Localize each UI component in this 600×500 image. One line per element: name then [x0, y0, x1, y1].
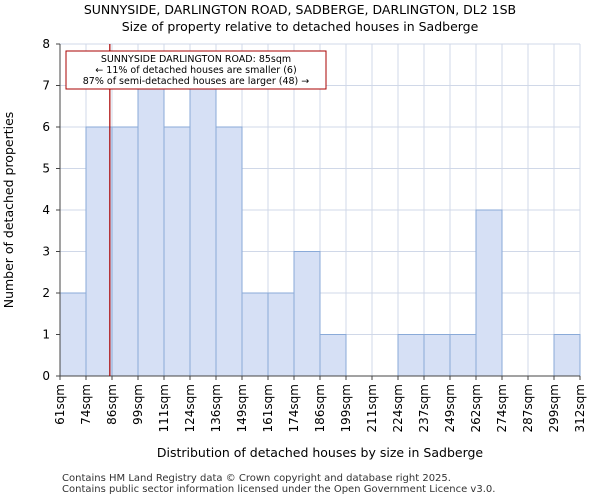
- x-tick-label: 99sqm: [131, 384, 145, 425]
- y-tick-label: 7: [42, 79, 50, 93]
- annotation-line-2: ← 11% of detached houses are smaller (6): [95, 65, 296, 76]
- x-tick-label: 211sqm: [365, 384, 379, 432]
- bars: [59, 85, 581, 377]
- x-tick-label: 249sqm: [443, 384, 457, 432]
- bar: [189, 85, 217, 377]
- footer-line-1: Contains HM Land Registry data © Crown c…: [62, 473, 451, 484]
- bar: [397, 334, 425, 377]
- y-tick-label: 2: [42, 286, 50, 300]
- bar: [293, 251, 321, 377]
- x-tick-label: 174sqm: [287, 384, 301, 432]
- x-tick-label: 136sqm: [209, 384, 223, 432]
- x-tick-label: 224sqm: [391, 384, 405, 432]
- y-tick-label: 8: [42, 37, 50, 51]
- bar: [215, 126, 243, 377]
- bar: [85, 126, 113, 377]
- bar: [111, 126, 139, 377]
- bar: [163, 126, 191, 377]
- bar: [267, 292, 295, 377]
- x-tick-label: 274sqm: [495, 384, 509, 432]
- x-tick-label: 186sqm: [313, 384, 327, 432]
- x-tick-label: 237sqm: [417, 384, 431, 432]
- y-tick-label: 5: [42, 162, 50, 176]
- y-tick-labels: 0 1 2 3 4 5 6 7 8: [42, 37, 50, 383]
- y-axis-label: Number of detached properties: [1, 112, 16, 309]
- bar: [449, 334, 477, 377]
- bar: [423, 334, 451, 377]
- x-tick-label: 287sqm: [521, 384, 535, 432]
- x-tick-label: 61sqm: [53, 384, 67, 425]
- x-tick-label: 299sqm: [547, 384, 561, 432]
- y-tick-label: 3: [42, 245, 50, 259]
- x-axis-label: Distribution of detached houses by size …: [157, 445, 484, 460]
- y-tick-label: 0: [42, 369, 50, 383]
- y-tick-label: 4: [42, 203, 50, 217]
- annotation-rect: [65, 50, 327, 90]
- x-tick-label: 149sqm: [235, 384, 249, 432]
- x-tick-label: 199sqm: [339, 384, 353, 432]
- y-tick-label: 6: [42, 120, 50, 134]
- y-tick-label: 1: [42, 328, 50, 342]
- x-tick-label: 86sqm: [105, 384, 119, 425]
- x-tick-label: 262sqm: [469, 384, 483, 432]
- x-tick-labels: 61sqm 74sqm 86sqm 99sqm 111sqm 124sqm 136sqm 14…: [53, 384, 587, 432]
- bar: [553, 334, 581, 377]
- x-tick-label: 161sqm: [261, 384, 275, 432]
- bar: [137, 85, 165, 377]
- annotation-box: SUNNYSIDE DARLINGTON ROAD: 85sqm ← 11% o…: [65, 50, 327, 90]
- x-tick-label: 312sqm: [573, 384, 587, 432]
- chart-subtitle: Size of property relative to detached ho…: [121, 19, 479, 34]
- axes: [56, 43, 581, 380]
- chart-title: SUNNYSIDE, DARLINGTON ROAD, SADBERGE, DA…: [83, 2, 517, 17]
- bar: [59, 292, 87, 377]
- annotation-line-3: 87% of semi-detached houses are larger (…: [83, 76, 310, 87]
- x-tick-label: 111sqm: [157, 384, 171, 432]
- annotation-line-1: SUNNYSIDE DARLINGTON ROAD: 85sqm: [101, 54, 291, 65]
- bar: [241, 292, 269, 377]
- footer-line-2: Contains public sector information licen…: [62, 484, 496, 495]
- bar: [319, 334, 347, 377]
- bar: [475, 209, 503, 377]
- x-tick-label: 124sqm: [183, 384, 197, 432]
- x-tick-label: 74sqm: [79, 384, 93, 425]
